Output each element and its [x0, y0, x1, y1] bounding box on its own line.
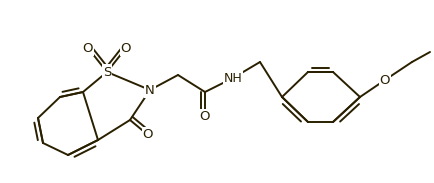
- Text: N: N: [145, 83, 155, 96]
- Text: NH: NH: [223, 72, 242, 85]
- Text: O: O: [142, 128, 153, 141]
- Text: O: O: [199, 111, 210, 124]
- Text: S: S: [102, 66, 111, 79]
- Text: O: O: [379, 74, 389, 87]
- Text: O: O: [82, 42, 93, 55]
- Text: O: O: [121, 42, 131, 55]
